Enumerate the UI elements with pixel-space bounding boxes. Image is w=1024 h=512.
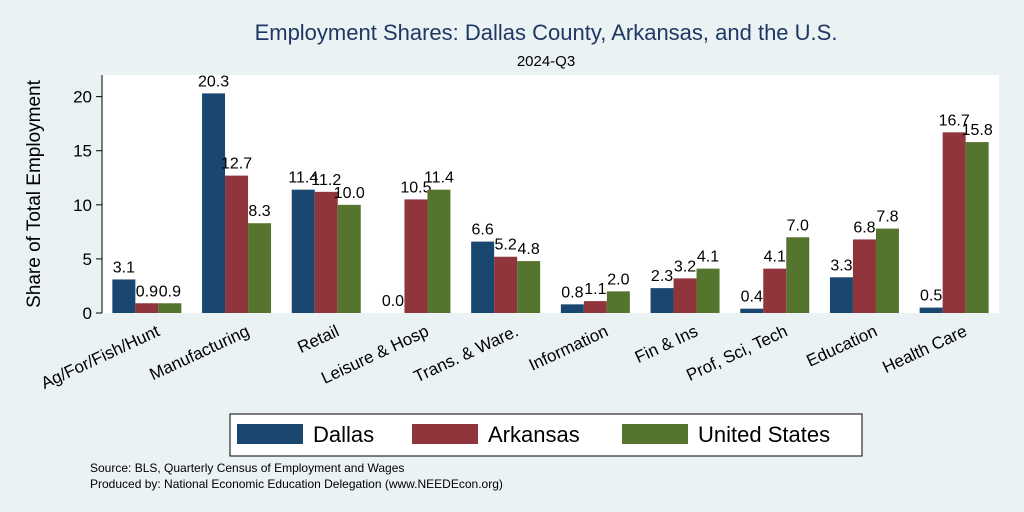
- bars-group: 3.10.9 0.920.312.78.311.411.210.00.010.51…: [112, 73, 993, 314]
- produced-by-note: Produced by: National Economic Education…: [90, 477, 503, 491]
- bar: [404, 199, 428, 313]
- bar: [829, 277, 853, 313]
- bar-value-label: 3.3: [830, 257, 852, 274]
- bar-value-label: 0.9: [136, 283, 158, 300]
- bar-value-label: 3.2: [674, 258, 696, 275]
- bar-value-label: 0.4: [741, 289, 763, 306]
- bar: [291, 189, 315, 313]
- legend-box: [229, 413, 863, 457]
- bar-value-label: 6.6: [472, 222, 494, 239]
- bar-value-label: 1.1: [584, 281, 606, 298]
- bar-value-label: 4.1: [697, 249, 719, 266]
- bar-value-label: 0.8: [561, 284, 583, 301]
- bar: [606, 291, 630, 313]
- bar-value-label: 8.3: [248, 203, 270, 220]
- category-label: Prof, Sci, Tech: [683, 321, 790, 384]
- bar-value-label: 0.0: [382, 293, 404, 310]
- category-label: Ag/For/Fish/Hunt: [38, 321, 163, 393]
- bar: [471, 241, 495, 313]
- source-note: Source: BLS, Quarterly Census of Employm…: [90, 461, 404, 475]
- bar: [135, 303, 159, 313]
- bar: [248, 223, 272, 313]
- bar: [337, 204, 361, 313]
- legend-label: Arkansas: [488, 422, 580, 447]
- bar: [314, 191, 338, 313]
- bar: [583, 301, 607, 313]
- bar-value-label: 2.3: [651, 268, 673, 285]
- bar-value-label: 2.0: [607, 271, 629, 288]
- bar: [202, 93, 226, 314]
- category-label: Manufacturing: [147, 321, 253, 384]
- category-label: Retail: [295, 321, 342, 357]
- legend-label: United States: [698, 422, 830, 447]
- legend-swatch: [412, 424, 478, 444]
- y-tick-label: 5: [83, 250, 92, 269]
- legend-swatch: [622, 424, 688, 444]
- bar-value-label: 7.8: [876, 209, 898, 226]
- bar: [225, 175, 249, 313]
- y-tick-label: 15: [73, 142, 92, 161]
- bar: [965, 142, 989, 313]
- bar-value-label: 3.1: [113, 259, 135, 276]
- bar-value-label: 10.0: [334, 185, 365, 202]
- bar-value-label: 11.2: [311, 172, 341, 189]
- y-tick-label: 20: [73, 88, 92, 107]
- bar: [786, 237, 810, 313]
- bar: [560, 304, 584, 313]
- bar-value-label: 4.8: [518, 241, 540, 258]
- legend-label: Dallas: [313, 422, 374, 447]
- y-tick-label: 0: [83, 304, 92, 323]
- bar: [158, 303, 182, 313]
- bar-value-label: 7.0: [787, 217, 809, 234]
- bar: [494, 256, 518, 313]
- bar: [650, 288, 674, 313]
- category-label: Health Care: [880, 321, 970, 377]
- bar-value-label: 16.7: [939, 112, 970, 129]
- bar-value-label: 5.2: [495, 237, 517, 254]
- bar-value-label: 12.7: [221, 156, 252, 173]
- y-tick-label: 10: [73, 196, 92, 215]
- chart-subtitle: 2024-Q3: [517, 53, 575, 70]
- legend: Dallas Arkansas United States: [237, 422, 830, 447]
- bar: [673, 278, 697, 313]
- bar: [942, 132, 966, 313]
- category-label: Education: [804, 321, 881, 370]
- legend-swatch: [237, 424, 303, 444]
- bar: [696, 268, 720, 313]
- bar: [740, 308, 764, 313]
- bar: [919, 307, 943, 313]
- bar: [875, 228, 899, 313]
- category-label: Fin & Ins: [632, 321, 701, 367]
- bar-value-label: 15.8: [962, 122, 993, 139]
- chart-title: Employment Shares: Dallas County, Arkans…: [255, 20, 838, 45]
- bar: [763, 268, 787, 313]
- y-axis-label: Share of Total Employment: [24, 79, 45, 307]
- bar-value-label: 0.5: [920, 288, 942, 305]
- bar: [517, 261, 541, 313]
- bar-value-label: 0.9: [159, 283, 181, 300]
- bar-value-label: 11.4: [424, 170, 454, 187]
- bar-value-label: 4.1: [764, 249, 786, 266]
- category-label: Information: [526, 321, 611, 374]
- bar: [112, 279, 136, 313]
- bar-value-label: 11.4: [288, 170, 318, 187]
- y-axis-ticks: 0 5 10 15 20: [73, 88, 102, 323]
- bar-value-label: 20.3: [198, 73, 229, 90]
- bar-value-label: 6.8: [853, 219, 875, 236]
- bar: [852, 239, 876, 313]
- bar: [427, 189, 451, 313]
- bar-value-label: 10.5: [400, 179, 431, 196]
